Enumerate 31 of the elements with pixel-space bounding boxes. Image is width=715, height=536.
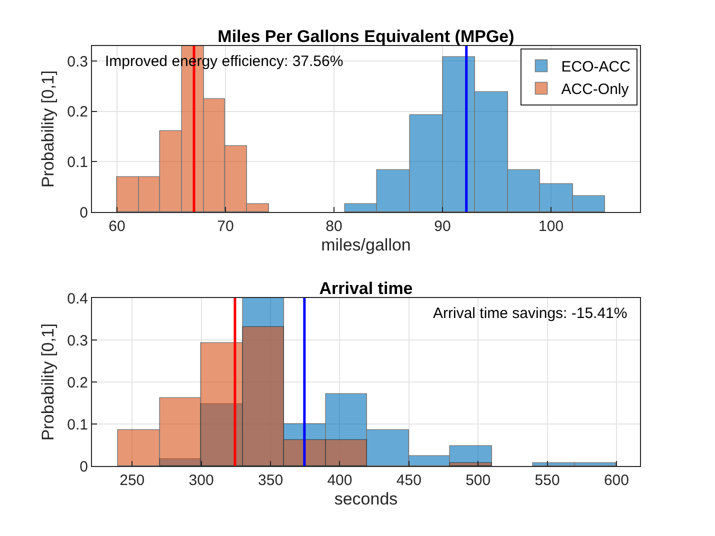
- x-tick-label: 500: [466, 472, 491, 489]
- y-tick-label: 0.2: [67, 374, 88, 392]
- x-tick-label: 400: [327, 472, 352, 489]
- chart-title: Miles Per Gallons Equivalent (MPGe): [218, 27, 514, 46]
- x-tick-label: 550: [534, 472, 560, 489]
- x-tick-label: 250: [120, 472, 145, 489]
- x-axis-title: miles/gallon: [321, 235, 411, 254]
- annotation: Arrival time savings: -15.41%: [433, 305, 628, 322]
- y-tick-label: 0.2: [67, 104, 88, 121]
- x-tick-label: 600: [604, 472, 629, 489]
- y-tick-label: 0.3: [67, 332, 88, 350]
- y-tick-label: 0.1: [67, 416, 88, 434]
- x-tick-label: 60: [108, 218, 126, 235]
- chart-title: Arrival time: [319, 279, 413, 298]
- y-tick-label: 0.3: [67, 53, 88, 70]
- x-tick-label: 80: [326, 218, 342, 235]
- x-tick-label: 350: [258, 472, 284, 489]
- y-axis-title: Probability [0,1]: [38, 323, 58, 441]
- legend-label: ACC-Only: [561, 81, 630, 98]
- y-tick-label: 0: [80, 204, 88, 222]
- x-axis-title: seconds: [334, 489, 398, 508]
- y-tick-label: 0.1: [67, 154, 88, 171]
- y-tick-label: 0: [80, 458, 88, 476]
- x-tick-label: 300: [188, 472, 214, 489]
- x-tick-label: 70: [217, 218, 234, 235]
- x-tick-label: 100: [538, 218, 564, 235]
- x-tick-label: 450: [396, 472, 422, 489]
- y-tick-label: 0.4: [67, 290, 88, 308]
- x-tick-label: 90: [434, 218, 451, 235]
- y-axis-title: Probability [0,1]: [38, 70, 58, 188]
- legend-label: ECO-ACC: [561, 58, 631, 76]
